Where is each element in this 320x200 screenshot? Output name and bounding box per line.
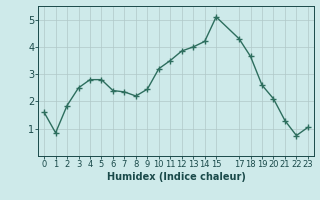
X-axis label: Humidex (Indice chaleur): Humidex (Indice chaleur) <box>107 172 245 182</box>
